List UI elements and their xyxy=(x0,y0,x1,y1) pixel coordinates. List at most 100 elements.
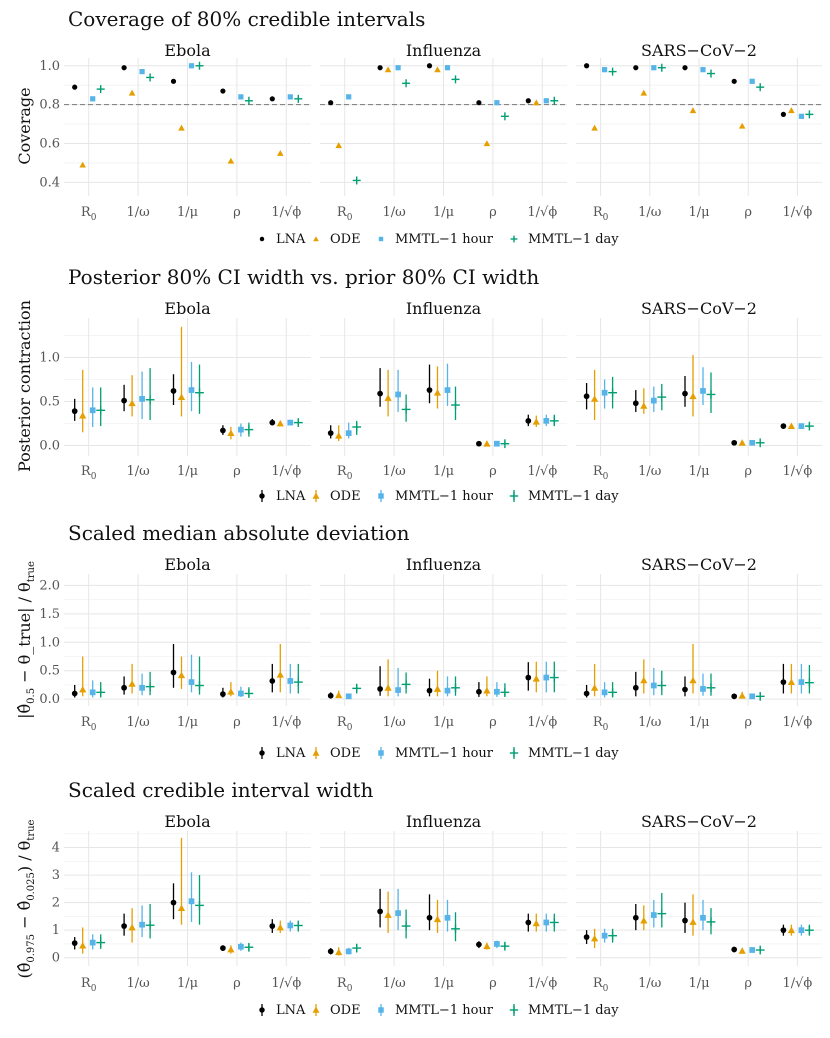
data-point xyxy=(657,681,667,690)
legend-label: LNA xyxy=(276,1003,306,1018)
x-tick-main: R xyxy=(337,205,348,220)
data-point xyxy=(500,941,510,951)
data-point xyxy=(277,149,284,156)
data-point xyxy=(731,946,738,953)
data-point xyxy=(591,124,598,131)
data-point xyxy=(689,392,697,400)
data-point xyxy=(583,690,590,697)
data-point xyxy=(451,400,460,410)
x-tick-sub: 0 xyxy=(347,723,353,733)
data-point xyxy=(96,405,106,415)
data-point xyxy=(145,395,155,405)
data-point xyxy=(121,923,127,929)
data-point xyxy=(755,691,765,701)
facet-2: Influenza R0 1/ω 1/μ ρ 1/√ϕ xyxy=(320,812,567,994)
data-point xyxy=(327,692,334,699)
data-point xyxy=(549,673,559,682)
legend-key-2 xyxy=(312,1006,320,1013)
data-point xyxy=(543,98,549,104)
data-point xyxy=(500,439,510,449)
y-tick-label: 1.0 xyxy=(39,635,60,650)
x-tick-label: 1/ω xyxy=(382,464,405,479)
data-point xyxy=(433,685,442,692)
data-point xyxy=(451,924,460,934)
data-point xyxy=(79,411,87,419)
data-point xyxy=(294,94,303,103)
data-point xyxy=(195,681,204,690)
data-point xyxy=(139,396,145,402)
facet-1: Ebola 0.4 0.6 0.8 1.0 R0 1/ω 1/μ ρ 1/√ϕ xyxy=(39,41,311,223)
y-axis-label: Posterior contraction xyxy=(15,300,34,472)
x-tick-sub: 0 xyxy=(603,213,609,223)
data-point xyxy=(269,678,276,684)
x-tick-label: 1/ω xyxy=(638,464,661,479)
x-tick-label: R0 xyxy=(337,205,353,223)
data-point xyxy=(788,107,795,114)
y-label-part: true xyxy=(26,819,37,840)
x-tick-main: R xyxy=(337,715,348,730)
x-tick-label: 1/ω xyxy=(126,464,149,479)
data-point xyxy=(755,438,765,448)
data-point xyxy=(401,921,411,931)
data-point xyxy=(700,388,706,394)
x-tick-sub: 0 xyxy=(91,984,97,994)
data-point xyxy=(327,430,334,437)
data-point xyxy=(483,440,491,447)
facet-3: SARS−CoV−2 R0 1/ω 1/μ ρ 1/√ϕ xyxy=(576,41,822,223)
data-point xyxy=(238,943,244,950)
data-point xyxy=(532,675,540,682)
x-tick-label: 1/√ϕ xyxy=(783,976,813,991)
x-tick-label: 1/μ xyxy=(433,715,454,730)
data-point xyxy=(352,422,362,432)
data-point xyxy=(276,923,284,931)
data-point xyxy=(532,418,540,425)
data-point xyxy=(787,678,796,686)
data-point xyxy=(749,947,756,953)
facet-2: Influenza R0 1/ω 1/μ ρ 1/√ϕ xyxy=(320,555,567,733)
data-point xyxy=(335,142,342,149)
data-point xyxy=(89,407,96,414)
data-point xyxy=(476,688,482,695)
data-point xyxy=(426,687,433,694)
data-point xyxy=(79,941,87,949)
data-point xyxy=(749,439,756,446)
x-tick-label: ρ xyxy=(744,205,752,220)
legend-label: MMTL−1 hour xyxy=(395,489,494,504)
legend-key-4 xyxy=(510,235,518,243)
legend-label: MMTL−1 day xyxy=(528,232,619,247)
data-point xyxy=(426,914,433,921)
facet-title: Ebola xyxy=(164,812,211,831)
data-point xyxy=(177,393,186,401)
chart-panel-1: Coverage of 80% credible intervals Covera… xyxy=(15,7,822,247)
y-tick-label: 2.0 xyxy=(39,578,60,593)
data-point xyxy=(738,122,746,129)
data-point xyxy=(188,387,195,393)
data-point xyxy=(377,908,383,915)
x-tick-sub: 0 xyxy=(91,723,97,733)
y-label-part: |θ̂ xyxy=(15,704,34,719)
data-point xyxy=(170,78,177,84)
data-point xyxy=(633,65,639,71)
x-tick-label: 1/√ϕ xyxy=(783,464,813,479)
facet-title: Influenza xyxy=(406,41,482,60)
x-tick-label: ρ xyxy=(233,464,241,479)
legend-key-4 xyxy=(509,491,519,501)
x-tick-label: 1/√ϕ xyxy=(527,464,557,479)
data-point xyxy=(384,684,392,691)
data-point xyxy=(433,389,442,396)
data-point xyxy=(287,419,294,426)
x-tick-sub: 0 xyxy=(91,472,97,482)
x-tick-label: 1/ω xyxy=(638,205,661,220)
data-point xyxy=(700,686,706,692)
data-point xyxy=(71,690,78,697)
y-tick-label: 4 xyxy=(52,841,60,856)
legend-label: LNA xyxy=(276,489,306,504)
x-tick-label: ρ xyxy=(233,976,241,991)
data-point xyxy=(276,419,284,427)
data-point xyxy=(170,388,177,394)
data-point xyxy=(608,67,617,76)
data-point xyxy=(657,63,666,72)
chart-panel-4: Scaled credible interval width (θ̂0.975 −… xyxy=(15,778,822,1018)
data-point xyxy=(494,688,500,695)
